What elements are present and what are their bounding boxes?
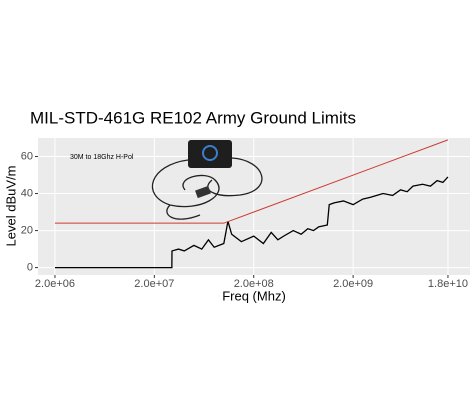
y-tick-label: 20 (21, 224, 33, 236)
x-tick-label: 2.0e+09 (333, 278, 373, 290)
y-tick-label: 0 (27, 262, 33, 274)
chart-title: MIL-STD-461G RE102 Army Ground Limits (30, 108, 356, 127)
y-tick-label: 40 (21, 187, 33, 199)
y-tick-label: 60 (21, 150, 33, 162)
annotation: 30M to 18Ghz H-Pol (70, 154, 134, 161)
x-tick-label: 2.0e+06 (35, 278, 75, 290)
series-line (54, 176, 449, 269)
series-line (54, 139, 449, 224)
marks (54, 139, 449, 269)
x-axis-label: Freq (Mhz) (222, 288, 286, 303)
x-tick-label: 2.0e+07 (134, 278, 174, 290)
y-axis-label: Level dBuV/m (3, 166, 18, 247)
x-tick-label: 1.8e+10 (428, 278, 468, 290)
device-photo (151, 140, 263, 220)
x-tick-label: 2.0e+08 (234, 278, 274, 290)
